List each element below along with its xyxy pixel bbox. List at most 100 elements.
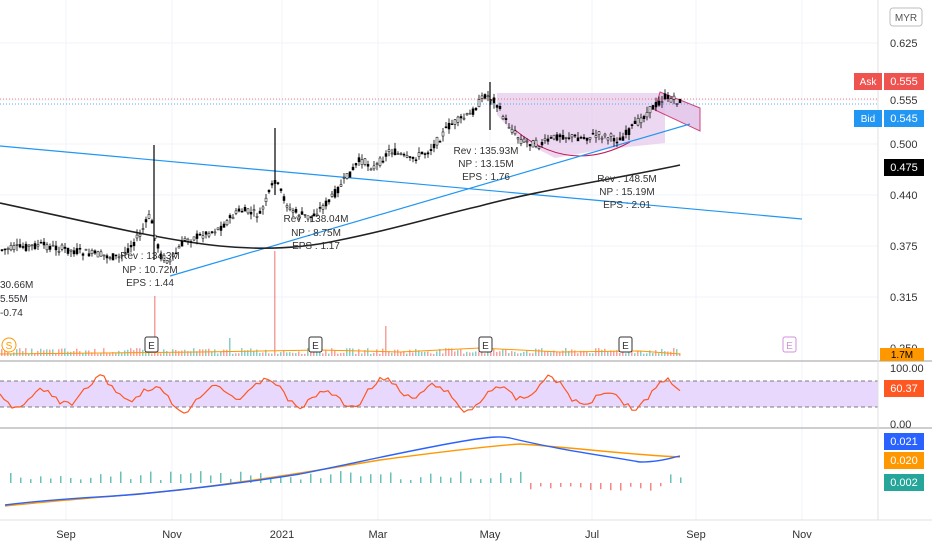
volume-bar bbox=[358, 349, 360, 356]
macd-histogram-bar bbox=[190, 473, 192, 483]
volume-bar bbox=[328, 353, 330, 356]
volume-bar bbox=[640, 350, 642, 356]
candle-body bbox=[9, 244, 13, 251]
candle-body bbox=[399, 153, 403, 155]
downtrend-line bbox=[0, 145, 803, 220]
last-price-badge: 0.475 bbox=[884, 159, 924, 176]
candle-body bbox=[60, 244, 64, 250]
candle-body bbox=[525, 140, 529, 143]
candle-body bbox=[45, 244, 49, 251]
volume-bar bbox=[496, 351, 498, 356]
volume-bar bbox=[250, 348, 252, 356]
volume-bar bbox=[49, 349, 51, 356]
volume-bar bbox=[247, 350, 249, 356]
candle-body bbox=[447, 122, 451, 130]
candle-body bbox=[342, 177, 346, 179]
volume-bar bbox=[238, 353, 240, 356]
candle-body bbox=[498, 105, 502, 110]
volume-bar bbox=[655, 350, 657, 356]
earnings-annotation-2: Rev : 138.04M NP : 8.75M EPS : 1.17 bbox=[283, 214, 348, 252]
candle-body bbox=[642, 116, 646, 119]
volume-bar bbox=[454, 351, 456, 356]
volume-bar bbox=[325, 349, 327, 356]
candle-body bbox=[204, 231, 208, 235]
candle-body bbox=[156, 244, 160, 249]
volume-bar bbox=[526, 350, 528, 356]
volume-bar bbox=[100, 353, 102, 356]
volume-bar bbox=[442, 353, 444, 356]
volume-bar bbox=[364, 350, 366, 356]
svg-text:0.020: 0.020 bbox=[890, 455, 918, 467]
candle-body bbox=[627, 128, 631, 135]
candle-body bbox=[168, 259, 172, 263]
volume-bar bbox=[265, 349, 267, 356]
volume-bar bbox=[490, 350, 492, 356]
candle-body bbox=[288, 207, 292, 210]
currency-button[interactable]: MYR bbox=[889, 7, 923, 27]
svg-text:Bid: Bid bbox=[861, 114, 875, 125]
volume-badge: 1.7M bbox=[880, 348, 924, 361]
candle-body bbox=[438, 141, 442, 143]
candle-body bbox=[39, 242, 43, 244]
volume-bar bbox=[562, 350, 564, 356]
svg-text:Rev : 134.3M: Rev : 134.3M bbox=[120, 251, 179, 262]
candle-body bbox=[321, 205, 325, 210]
macd-histogram-bar bbox=[280, 476, 282, 483]
volume-bar bbox=[547, 351, 549, 356]
candle-body bbox=[486, 95, 490, 98]
volume-bar bbox=[226, 349, 228, 356]
volume-bar bbox=[16, 349, 18, 356]
future-earnings-marker[interactable]: E bbox=[782, 336, 797, 353]
candle-body bbox=[444, 126, 448, 129]
candle-body bbox=[228, 215, 232, 219]
volume-bar bbox=[46, 349, 48, 356]
volume-bar bbox=[403, 351, 405, 356]
volume-bar bbox=[574, 350, 576, 356]
candle-body bbox=[549, 137, 553, 139]
volume-bar bbox=[646, 353, 648, 356]
earnings-marker-2[interactable]: E bbox=[478, 336, 493, 353]
svg-text:E: E bbox=[622, 341, 629, 352]
volume-bar bbox=[352, 348, 354, 356]
candle-body bbox=[93, 250, 97, 254]
svg-text:MYR: MYR bbox=[895, 13, 917, 24]
volume-bar bbox=[220, 351, 222, 356]
volume-bar bbox=[283, 350, 285, 356]
volume-bar bbox=[418, 350, 420, 356]
macd-histogram-bar bbox=[530, 483, 532, 490]
split-marker[interactable]: S bbox=[1, 337, 17, 353]
volume-bar bbox=[580, 350, 582, 356]
candle-body bbox=[183, 237, 187, 241]
volume-bar bbox=[373, 352, 375, 356]
candle-body bbox=[405, 155, 409, 158]
earnings-marker-1[interactable]: E bbox=[308, 336, 323, 353]
svg-text:5.55M: 5.55M bbox=[0, 294, 28, 305]
svg-text:NP : 13.15M: NP : 13.15M bbox=[458, 159, 513, 170]
volume-bar bbox=[406, 353, 408, 356]
earnings-marker-3[interactable]: E bbox=[618, 336, 633, 353]
candle-body bbox=[483, 94, 487, 99]
macd-histogram-bar bbox=[580, 483, 582, 488]
volume-bar bbox=[571, 349, 573, 356]
candle-body bbox=[519, 139, 523, 144]
volume-bar bbox=[463, 353, 465, 356]
volume-bar bbox=[382, 348, 384, 356]
macd-histogram-bar bbox=[150, 471, 152, 483]
candle-body bbox=[138, 233, 142, 237]
candle-body bbox=[270, 183, 274, 186]
rsi-bottom-label: 0.00 bbox=[890, 419, 911, 431]
candle-body bbox=[276, 182, 280, 184]
volume-bar bbox=[460, 348, 462, 356]
volume-bar bbox=[103, 348, 105, 356]
earnings-marker-0[interactable]: E bbox=[144, 336, 159, 353]
volume-bar bbox=[415, 348, 417, 356]
candle-body bbox=[36, 244, 40, 247]
candle-body bbox=[312, 213, 316, 217]
candle-body bbox=[657, 100, 661, 106]
volume-bar bbox=[253, 350, 255, 356]
candle-body bbox=[576, 137, 580, 142]
candle-body bbox=[24, 243, 28, 251]
volume-bar bbox=[121, 352, 123, 356]
macd-histogram-bar bbox=[570, 483, 572, 487]
